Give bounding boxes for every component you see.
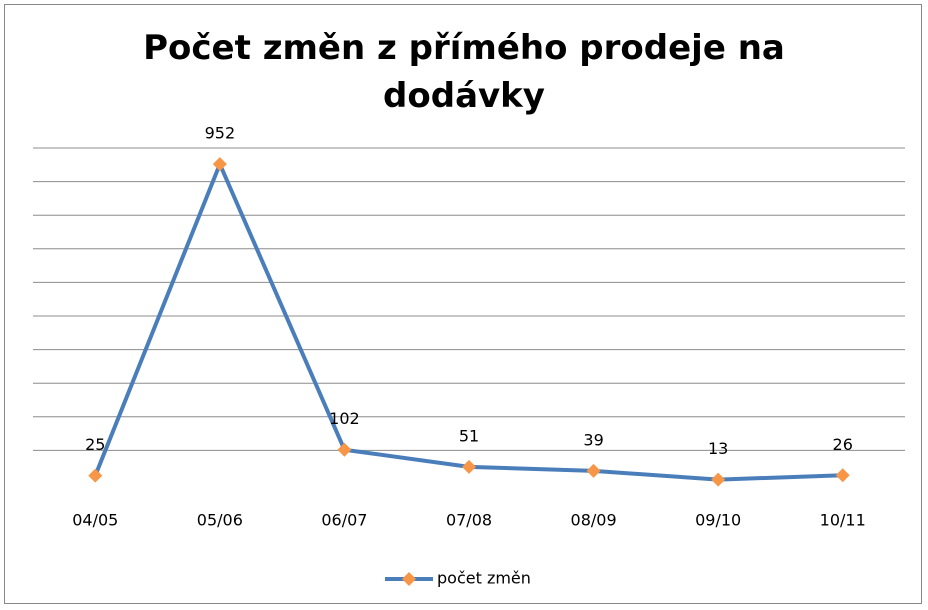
- data-label: 13: [708, 439, 728, 458]
- legend-marker: [402, 572, 416, 586]
- data-label: 51: [459, 426, 479, 445]
- x-tick-label: 08/09: [571, 511, 617, 530]
- marker: [88, 468, 103, 483]
- marker: [711, 472, 726, 487]
- x-tick-label: 09/10: [695, 511, 741, 530]
- legend-label: počet změn: [437, 569, 531, 588]
- x-tick-label: 04/05: [72, 511, 118, 530]
- data-label: 952: [205, 124, 236, 143]
- marker: [586, 463, 601, 478]
- chart-frame: [4, 4, 922, 604]
- marker: [462, 459, 476, 474]
- data-label: 25: [85, 435, 105, 454]
- x-tick-label: 07/08: [446, 511, 492, 530]
- data-label: 102: [329, 409, 360, 428]
- x-tick-label: 10/11: [820, 511, 866, 530]
- data-label: 39: [583, 430, 603, 449]
- marker: [212, 157, 227, 172]
- marker: [835, 468, 850, 483]
- marker: [337, 442, 352, 457]
- x-tick-label: 06/07: [321, 511, 367, 530]
- x-tick-label: 05/06: [197, 511, 243, 530]
- data-label: 26: [833, 435, 853, 454]
- chart-title: Počet změn z přímého prodeje na dodávky: [143, 28, 785, 116]
